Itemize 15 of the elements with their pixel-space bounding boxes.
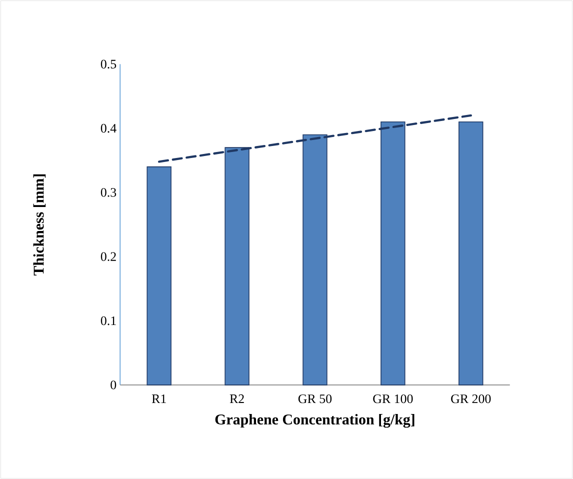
- y-axis-title: Thickness [mm]: [33, 174, 46, 276]
- y-tick-label: 0.1: [100, 316, 116, 326]
- bar: [146, 166, 172, 386]
- y-tick-label: 0.3: [100, 188, 116, 197]
- y-tick-label: 0.5: [100, 60, 116, 69]
- x-tick-label: GR 100: [373, 394, 413, 404]
- x-tick-label: R2: [230, 394, 244, 403]
- bar: [458, 121, 484, 386]
- y-tick-label: 0: [110, 380, 116, 390]
- x-tick-label: GR 200: [451, 394, 491, 404]
- x-axis-title: Graphene Concentration [g/kg]: [215, 414, 414, 428]
- x-tick-label: GR 50: [298, 394, 332, 404]
- y-tick-label: 0.4: [100, 124, 116, 133]
- y-tick-label: 0.2: [100, 252, 116, 261]
- x-tick-label: R1: [152, 394, 166, 403]
